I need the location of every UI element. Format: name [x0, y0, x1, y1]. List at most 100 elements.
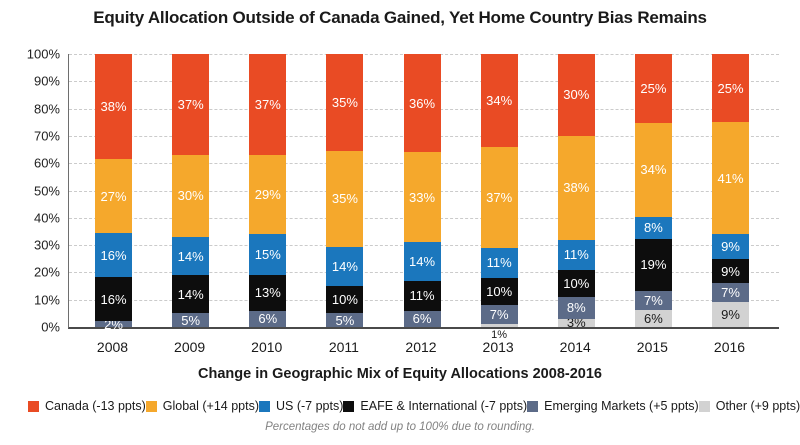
segment-emerging-markets: 5%: [172, 313, 210, 327]
segment-global: 37%: [480, 146, 518, 248]
y-tick-label: 100%: [26, 46, 60, 62]
segment-eafe-international: 10%: [557, 269, 595, 297]
segment-us: 14%: [326, 247, 364, 286]
segment-label: 11%: [486, 255, 512, 271]
legend-item-other: Other (+9 ppts): [698, 399, 800, 413]
legend-item-eafe-international: EAFE & International (-7 ppts): [343, 399, 527, 413]
segment-eafe-international: 11%: [403, 280, 441, 311]
segment-label: 30%: [177, 188, 204, 204]
segment-label: 14%: [177, 286, 204, 302]
legend-label: US (-7 ppts): [276, 399, 344, 413]
segment-label: 29%: [254, 187, 281, 203]
segment-canada: 34%: [480, 54, 518, 147]
legend: Canada (-13 ppts) Global (+14 ppts) US (-7…: [28, 399, 800, 413]
legend-swatch-us: [259, 400, 270, 412]
segment-canada: 37%: [249, 54, 287, 156]
x-tick-label: 2010: [251, 339, 283, 355]
segment-eafe-international: 16%: [95, 277, 132, 322]
segment-emerging-markets: 6%: [403, 310, 441, 327]
plot-area: 2% 16% 16% 27% 38% 5% 14% 14% 30% 37% 6% 13% 15% 29% 3…: [68, 53, 779, 341]
x-tick-label: 2012: [405, 339, 437, 355]
legend-label: Canada (-13 ppts): [45, 399, 146, 413]
chart-title: Equity Allocation Outside of Canada Gain…: [93, 8, 707, 27]
segment-label: 25%: [640, 80, 667, 96]
y-tick-label: 80%: [33, 101, 60, 117]
segment-label: 36%: [408, 95, 436, 111]
legend-item-canada: Canada (-13 ppts): [28, 399, 146, 413]
x-axis: 2008 2009 2010 2011 2012 2013 2014 2015 2016: [68, 339, 778, 355]
x-tick-label: 2008: [96, 339, 129, 355]
bars-container: 2% 16% 16% 27% 38% 5% 14% 14% 30% 37% 6% 13% 15% 29% 3…: [69, 53, 779, 341]
segment-other: [480, 324, 518, 327]
legend-label: Global (+14 ppts): [162, 399, 259, 413]
segment-other: 3%: [557, 316, 595, 329]
segment-label: 34%: [486, 92, 513, 108]
segment-label: 7%: [643, 293, 663, 309]
segment-label: 30%: [563, 87, 590, 103]
y-tick-label: 0%: [41, 319, 60, 335]
segment-label: 33%: [408, 189, 436, 205]
segment-label: 41%: [717, 170, 744, 186]
segment-canada: 38%: [95, 54, 132, 159]
segment-global: 33%: [403, 152, 441, 243]
bar-2011: 5% 10% 14% 35% 35%: [326, 54, 364, 328]
y-tick-label: 10%: [33, 292, 60, 308]
segment-label: 38%: [100, 98, 127, 114]
legend-swatch-emerging-markets: [527, 400, 539, 412]
x-tick-label: 2013: [482, 339, 514, 355]
segment-label: 16%: [100, 247, 127, 263]
segment-global: 27%: [95, 158, 132, 234]
segment-canada: 35%: [326, 54, 364, 151]
segment-label: 37%: [254, 97, 281, 112]
segment-global: 35%: [326, 150, 364, 248]
segment-eafe-international: 10%: [480, 277, 518, 306]
segment-label: 16%: [100, 291, 127, 307]
segment-canada: 37%: [172, 53, 210, 155]
y-tick-label: 20%: [33, 264, 60, 280]
segment-label: 5%: [335, 312, 355, 328]
y-tick-label: 50%: [33, 183, 60, 198]
segment-label: 19%: [640, 257, 667, 273]
segment-label: 11%: [563, 247, 589, 263]
segment-emerging-markets: 2%: [95, 318, 132, 331]
segment-label: 9%: [721, 238, 740, 254]
bar-2013: 1% 7% 10% 11% 37% 34%: [480, 54, 518, 341]
y-tick-label: 30%: [33, 237, 60, 253]
x-tick-label: 2011: [328, 339, 359, 355]
segment-us: 16%: [95, 233, 132, 278]
segment-us: 14%: [403, 242, 441, 281]
segment-label: 9%: [721, 263, 740, 279]
segment-label: 11%: [409, 288, 435, 304]
segment-eafe-international: 9%: [712, 258, 749, 284]
segment-us: 9%: [712, 234, 749, 259]
legend-label: EAFE & International (-7 ppts): [360, 399, 528, 413]
segment-other: 6%: [634, 310, 672, 327]
segment-label: 8%: [566, 300, 586, 316]
chart-subtitle: Change in Geographic Mix of Equity Alloc…: [198, 366, 602, 382]
segment-label: 14%: [177, 248, 204, 264]
segment-emerging-markets: 7%: [712, 283, 749, 303]
bar-2008: 2% 16% 16% 27% 38%: [95, 54, 132, 331]
segment-canada: 25%: [712, 54, 749, 123]
segment-label: 35%: [331, 94, 358, 110]
bar-2015: 6% 7% 19% 8% 34% 25%: [634, 54, 672, 327]
legend-swatch-global: [145, 400, 157, 412]
segment-eafe-international: 14%: [172, 275, 210, 314]
segment-label: 6%: [258, 311, 278, 327]
segment-label: 10%: [486, 284, 513, 299]
legend-label: Other (+9 ppts): [715, 399, 800, 413]
segment-label: 6%: [412, 311, 432, 327]
bar-2016: 9% 7% 9% 9% 41% 25%: [712, 54, 749, 327]
segment-other: 9%: [712, 302, 749, 327]
y-tick-label: 70%: [33, 128, 60, 144]
segment-label: 7%: [489, 307, 509, 323]
legend-label: Emerging Markets (+5 ppts): [544, 399, 699, 413]
segment-global: 38%: [557, 135, 595, 240]
segment-canada: 30%: [557, 54, 595, 136]
segment-label: 37%: [177, 96, 204, 112]
segment-canada: 36%: [403, 54, 441, 153]
y-tick-label: 90%: [33, 73, 60, 89]
legend-item-emerging-markets: Emerging Markets (+5 ppts): [527, 399, 699, 413]
segment-label: 25%: [717, 80, 744, 96]
x-tick-label: 2016: [713, 339, 746, 355]
